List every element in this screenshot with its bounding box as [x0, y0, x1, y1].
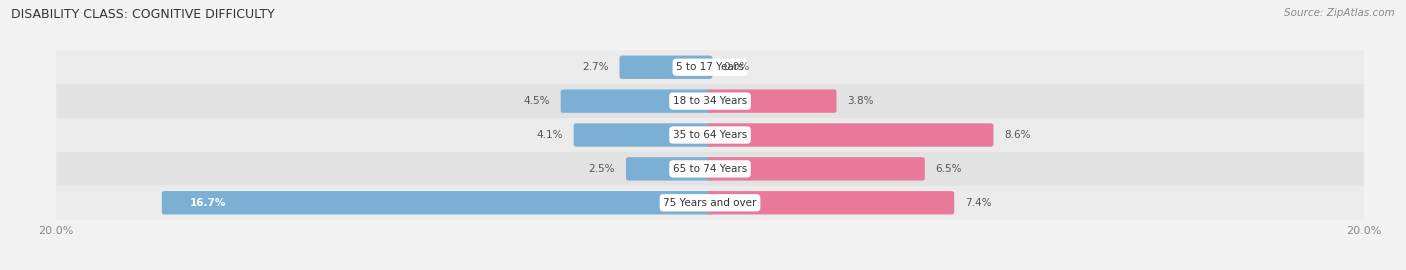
FancyBboxPatch shape — [620, 56, 713, 79]
FancyBboxPatch shape — [56, 152, 1364, 186]
Text: 6.5%: 6.5% — [935, 164, 962, 174]
FancyBboxPatch shape — [162, 191, 713, 214]
FancyBboxPatch shape — [56, 186, 1364, 220]
Text: 0.0%: 0.0% — [723, 62, 749, 72]
Text: 18 to 34 Years: 18 to 34 Years — [673, 96, 747, 106]
Text: 35 to 64 Years: 35 to 64 Years — [673, 130, 747, 140]
FancyBboxPatch shape — [707, 157, 925, 181]
Text: 2.5%: 2.5% — [589, 164, 616, 174]
FancyBboxPatch shape — [56, 118, 1364, 152]
FancyBboxPatch shape — [707, 123, 994, 147]
FancyBboxPatch shape — [707, 191, 955, 214]
Text: 4.5%: 4.5% — [523, 96, 550, 106]
FancyBboxPatch shape — [626, 157, 713, 181]
Text: 16.7%: 16.7% — [190, 198, 226, 208]
Text: 65 to 74 Years: 65 to 74 Years — [673, 164, 747, 174]
Text: 4.1%: 4.1% — [537, 130, 562, 140]
Text: 3.8%: 3.8% — [848, 96, 873, 106]
Text: 8.6%: 8.6% — [1004, 130, 1031, 140]
FancyBboxPatch shape — [574, 123, 713, 147]
FancyBboxPatch shape — [707, 89, 837, 113]
Text: 75 Years and over: 75 Years and over — [664, 198, 756, 208]
Text: 5 to 17 Years: 5 to 17 Years — [676, 62, 744, 72]
Text: 7.4%: 7.4% — [965, 198, 991, 208]
FancyBboxPatch shape — [56, 84, 1364, 118]
Text: DISABILITY CLASS: COGNITIVE DIFFICULTY: DISABILITY CLASS: COGNITIVE DIFFICULTY — [11, 8, 276, 21]
FancyBboxPatch shape — [56, 50, 1364, 84]
Text: 2.7%: 2.7% — [582, 62, 609, 72]
Text: Source: ZipAtlas.com: Source: ZipAtlas.com — [1284, 8, 1395, 18]
FancyBboxPatch shape — [561, 89, 713, 113]
